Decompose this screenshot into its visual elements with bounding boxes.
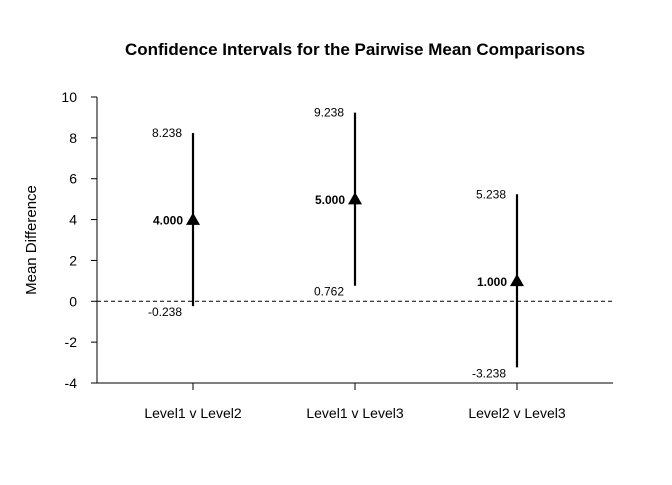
lower-bound-label: -3.238 (472, 366, 506, 380)
y-axis-label: Mean Difference (23, 185, 40, 295)
estimate-label: 1.000 (477, 275, 507, 289)
estimate-label: 5.000 (315, 193, 345, 207)
y-tick-label: 0 (69, 293, 77, 309)
upper-bound-label: 5.238 (476, 187, 506, 201)
y-tick-label: 8 (69, 130, 77, 146)
plot-area: 8.238 4.000 -0.238 9.238 5.000 0.762 5.238 1.00… (97, 106, 613, 380)
upper-bound-label: 9.238 (314, 106, 344, 120)
chart-title: Confidence Intervals for the Pairwise Me… (125, 40, 585, 59)
y-tick-label: 2 (69, 252, 77, 268)
x-tick-label: Level1 v Level3 (306, 405, 404, 421)
lower-bound-label: -0.238 (148, 305, 182, 319)
estimate-label: 4.000 (153, 214, 183, 228)
estimate-triangle-marker (348, 192, 362, 205)
y-tick-label: 6 (69, 171, 77, 187)
x-tick-label: Level2 v Level3 (468, 405, 566, 421)
y-tick-label: 10 (61, 89, 77, 105)
axes: -4 -2 0 2 4 6 8 10 Level1 v Level2 Level1 v Level… (61, 89, 613, 421)
x-tick-label: Level1 v Level2 (144, 405, 242, 421)
y-tick-label: -4 (65, 375, 78, 391)
y-tick-label: -2 (65, 334, 78, 350)
lower-bound-label: 0.762 (314, 285, 344, 299)
upper-bound-label: 8.238 (152, 126, 182, 140)
estimate-triangle-marker (186, 212, 200, 225)
y-tick-label: 4 (69, 212, 77, 228)
estimate-triangle-marker (510, 273, 524, 287)
